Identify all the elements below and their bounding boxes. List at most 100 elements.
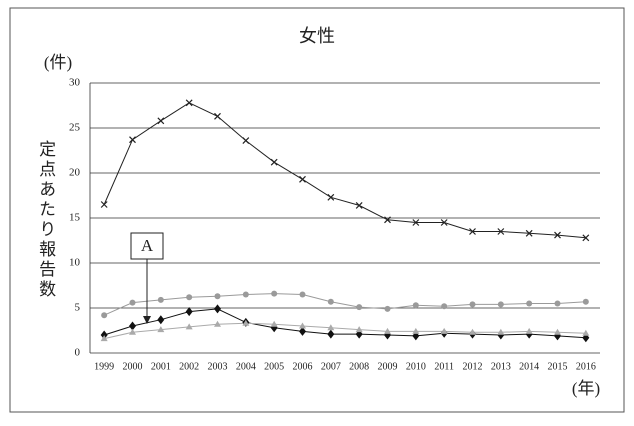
marker-stroke [469, 228, 476, 235]
marker [554, 328, 561, 335]
marker [299, 175, 306, 183]
marker [100, 201, 108, 208]
marker-stroke [440, 219, 448, 226]
y-tick-label: 10 [69, 257, 81, 269]
x-tick-label: 2001 [151, 361, 171, 372]
marker [497, 301, 504, 308]
marker [356, 304, 363, 311]
marker-stroke [497, 228, 505, 235]
marker-stroke [384, 216, 391, 224]
marker [582, 329, 590, 336]
x-tick-label: 2006 [293, 361, 313, 372]
marker [384, 216, 391, 224]
series-line [104, 322, 586, 340]
marker [327, 193, 335, 201]
marker-stroke [242, 137, 250, 145]
marker [242, 291, 249, 298]
x-tick-label: 2014 [519, 361, 539, 372]
marker-stroke [582, 234, 590, 242]
y-tick-label: 5 [75, 302, 81, 314]
marker [214, 112, 221, 120]
marker [185, 307, 193, 317]
x-tick-label: 2011 [434, 361, 454, 372]
marker-stroke [129, 136, 136, 144]
series-line [103, 293, 586, 316]
marker [582, 298, 589, 305]
marker [100, 330, 108, 340]
y-tick-label: 25 [69, 122, 81, 134]
x-tick-label: 2009 [378, 361, 398, 372]
marker [384, 327, 391, 334]
series-line [104, 308, 586, 339]
marker [412, 219, 420, 226]
y-tick-label: 0 [75, 347, 81, 359]
marker [185, 99, 193, 107]
marker [299, 322, 306, 329]
x-tick-label: 2004 [236, 361, 256, 372]
marker [299, 326, 306, 336]
marker [384, 305, 391, 312]
marker [469, 328, 476, 335]
marker [186, 294, 193, 301]
marker-stroke [214, 112, 221, 120]
marker-stroke [270, 158, 278, 166]
marker [157, 326, 165, 333]
y-tick-label: 15 [69, 212, 81, 224]
marker [185, 323, 193, 330]
marker [412, 302, 419, 309]
marker [440, 327, 448, 334]
x-tick-label: 2000 [123, 361, 143, 372]
marker-stroke [299, 175, 306, 183]
x-tick-label: 2013 [491, 361, 511, 372]
marker [100, 335, 108, 342]
marker [554, 300, 561, 307]
marker-stroke [355, 201, 363, 209]
marker [469, 228, 476, 235]
marker [327, 329, 335, 339]
x-tick-label: 2015 [548, 361, 568, 372]
y-unit: (件) [44, 53, 72, 72]
x-tick-label: 2005 [264, 361, 284, 372]
marker-stroke [525, 229, 533, 237]
marker [327, 298, 334, 305]
marker [271, 290, 278, 297]
marker [157, 315, 165, 325]
y-tick-label: 30 [69, 77, 81, 89]
x-tick-label: 2002 [179, 361, 199, 372]
marker [214, 320, 221, 327]
marker [242, 319, 250, 326]
series-line [103, 102, 586, 239]
marker-stroke [157, 117, 165, 125]
marker [497, 228, 505, 235]
marker [554, 231, 561, 239]
x-axis-label: (年) [572, 379, 600, 398]
marker-stroke [412, 219, 420, 226]
marker [129, 136, 136, 144]
marker-stroke [185, 99, 193, 107]
marker [214, 293, 221, 300]
x-tick-label: 2016 [576, 361, 596, 372]
annotation-box [130, 232, 164, 260]
marker-stroke [327, 193, 335, 201]
marker [412, 327, 420, 334]
annotation: A [141, 236, 154, 255]
x-tick-label: 2003 [208, 361, 228, 372]
marker [526, 300, 533, 307]
marker [129, 321, 136, 331]
marker [270, 320, 278, 327]
x-tick-label: 1999 [94, 361, 114, 372]
marker [242, 137, 250, 145]
x-tick-label: 2012 [463, 361, 483, 372]
marker [157, 296, 164, 303]
x-tick-label: 2008 [349, 361, 369, 372]
marker [440, 219, 448, 226]
marker [525, 229, 533, 237]
marker [129, 328, 136, 335]
marker [525, 327, 533, 334]
marker [214, 304, 221, 314]
y-tick-label: 20 [69, 167, 81, 179]
marker [497, 328, 505, 335]
frame [9, 7, 625, 413]
marker [157, 117, 165, 125]
